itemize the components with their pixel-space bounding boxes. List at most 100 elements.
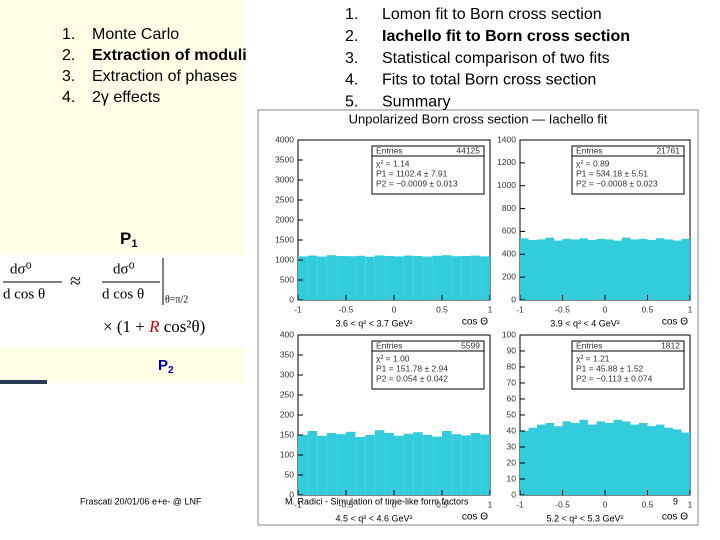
histogram-bar <box>432 436 442 495</box>
histogram-bar <box>630 239 639 300</box>
y-tick-label: 1400 <box>497 134 516 144</box>
histogram-bar <box>613 240 622 300</box>
histogram-bar <box>480 434 490 495</box>
histogram-bar <box>307 431 318 495</box>
page-number: 9 <box>673 496 678 506</box>
panel-caption: 3.9 < q² < 4 GeV² <box>550 318 620 328</box>
list-item: Monte Carlo <box>92 26 179 43</box>
histogram-bar <box>451 256 462 300</box>
stats-chi2: χ² = 1.00 <box>376 353 410 363</box>
y-tick-label: 2000 <box>275 214 294 224</box>
histogram-bar <box>384 433 394 495</box>
histogram-bar <box>596 238 605 300</box>
x-tick-label: -0.5 <box>339 304 354 314</box>
histogram-bar <box>480 256 490 300</box>
histogram-bar <box>326 433 337 495</box>
histogram-bar <box>588 424 597 495</box>
stats-entries: 5599 <box>461 340 480 350</box>
histogram-bar <box>647 240 656 300</box>
histogram-bar <box>681 238 690 300</box>
histogram-bar <box>384 256 394 300</box>
stats-entries: 21761 <box>656 145 680 155</box>
y-tick-label: 40 <box>507 425 517 435</box>
x-axis-label: cos Θ <box>462 512 488 523</box>
histogram-bar <box>656 424 665 495</box>
x-tick-label: 0 <box>603 499 608 509</box>
y-tick-label: 70 <box>507 377 517 387</box>
stats-title: Entries <box>576 145 602 155</box>
y-tick-label: 200 <box>502 271 516 281</box>
y-tick-label: 400 <box>280 329 294 339</box>
fraction-num: dσ⁰ <box>113 261 135 277</box>
histogram-bar <box>413 432 423 495</box>
list-item: Summary <box>382 93 450 110</box>
y-tick-label: 0 <box>289 489 294 499</box>
x-axis-label: cos Θ <box>662 512 688 523</box>
stats-title: Entries <box>376 145 402 155</box>
y-tick-label: 80 <box>507 361 517 371</box>
x-tick-label: 0 <box>603 304 608 314</box>
x-tick-label: -0.5 <box>555 304 570 314</box>
stats-box <box>571 145 685 195</box>
x-tick-label: 0.5 <box>436 499 448 509</box>
x-tick-label: -1 <box>516 304 524 314</box>
stats-chi2: χ² = 1.14 <box>376 158 410 168</box>
x-tick-label: -1 <box>294 304 302 314</box>
y-tick-label: 500 <box>280 274 294 284</box>
panel-caption: 3.6 < q² < 3.7 GeV² <box>335 318 412 328</box>
stats-p1: P1 = 151.78 ± 2.94 <box>376 363 448 373</box>
x-tick-label: 1 <box>688 304 693 314</box>
list-number: 2. <box>345 28 358 45</box>
y-tick-label: 10 <box>507 473 517 483</box>
list-item: Fits to total Born cross section <box>382 72 596 89</box>
y-tick-label: 30 <box>507 441 517 451</box>
y-tick-label: 0 <box>511 294 516 304</box>
histogram-bar <box>545 237 554 300</box>
histogram-bar <box>374 430 385 495</box>
x-tick-label: -0.5 <box>555 499 570 509</box>
histogram-bar <box>622 237 631 300</box>
list-item: Extraction of moduli <box>92 47 247 64</box>
histogram-bar <box>355 255 366 300</box>
eval-at: θ=π/2 <box>165 294 188 305</box>
histogram-bar <box>639 423 648 495</box>
y-tick-label: 4000 <box>275 134 294 144</box>
y-tick-label: 1000 <box>497 180 516 190</box>
histogram-bar <box>605 239 614 300</box>
x-tick-label: -0.5 <box>339 499 354 509</box>
stats-chi2: χ² = 1.21 <box>576 353 610 363</box>
stats-box <box>371 340 485 390</box>
stats-title: Entries <box>576 340 602 350</box>
histogram-bar <box>461 435 471 495</box>
list-number: 5. <box>345 93 358 110</box>
stats-box <box>371 145 485 195</box>
accent-bar <box>0 380 47 384</box>
histogram-bar <box>554 240 563 300</box>
y-tick-label: 3000 <box>275 174 294 184</box>
formula-box <box>0 255 245 347</box>
histogram-bar <box>528 427 537 495</box>
stats-chi2: χ² = 0.89 <box>576 158 610 168</box>
y-tick-label: 250 <box>280 389 294 399</box>
histogram-bar <box>298 435 308 495</box>
fraction-num: dσ⁰ <box>10 261 32 277</box>
y-tick-label: 600 <box>502 226 516 236</box>
y-tick-label: 100 <box>280 449 294 459</box>
list-number: 1. <box>345 6 358 23</box>
list-item: Iachello fit to Born cross section <box>382 28 630 45</box>
figure-title: Unpolarized Born cross section — Iachell… <box>349 111 608 126</box>
histogram-bar <box>422 256 433 300</box>
formula-tail: × (1 + R cos²θ) <box>103 317 205 336</box>
histogram-bar <box>520 238 529 300</box>
histogram-bar <box>317 256 327 300</box>
list-item: Statistical comparison of two fits <box>382 50 610 67</box>
y-tick-label: 150 <box>280 429 294 439</box>
histogram-bar <box>664 427 673 495</box>
y-tick-label: 3500 <box>275 154 294 164</box>
histogram-bar <box>432 255 442 300</box>
x-tick-label: 1 <box>488 499 493 509</box>
histogram-bar <box>588 240 597 300</box>
footer-center: M. Radici - Simulation of time-like form… <box>285 496 469 506</box>
histogram-bar <box>673 240 682 300</box>
